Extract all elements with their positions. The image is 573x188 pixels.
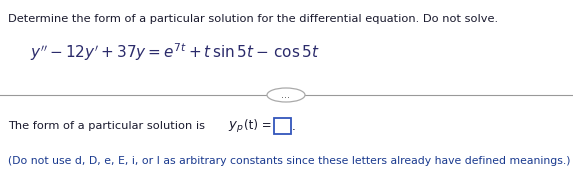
Text: (t) =: (t) =: [244, 120, 272, 133]
Text: The form of a particular solution is: The form of a particular solution is: [8, 121, 209, 131]
Text: ...: ...: [281, 90, 291, 100]
FancyBboxPatch shape: [274, 118, 291, 134]
Ellipse shape: [267, 88, 305, 102]
Text: Determine the form of a particular solution for the differential equation. Do no: Determine the form of a particular solut…: [8, 14, 498, 24]
Text: $y_p$: $y_p$: [228, 118, 244, 133]
Text: .: .: [292, 120, 296, 133]
Text: $y'' - 12y' + 37y = e^{7t} + t\,\sin 5t -\, \cos 5t$: $y'' - 12y' + 37y = e^{7t} + t\,\sin 5t …: [30, 41, 320, 63]
Text: (Do not use d, D, e, E, i, or I as arbitrary constants since these letters alrea: (Do not use d, D, e, E, i, or I as arbit…: [8, 156, 571, 166]
